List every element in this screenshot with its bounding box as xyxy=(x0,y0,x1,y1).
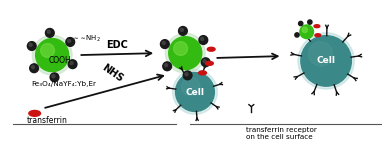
Circle shape xyxy=(68,39,71,42)
Text: Cell: Cell xyxy=(317,56,336,65)
Circle shape xyxy=(298,21,303,26)
Circle shape xyxy=(178,26,187,35)
Circle shape xyxy=(298,33,354,89)
Circle shape xyxy=(203,60,206,63)
Circle shape xyxy=(30,64,38,73)
Circle shape xyxy=(162,41,165,44)
Text: Fe₃O₄/NaYF₄:Yb,Er: Fe₃O₄/NaYF₄:Yb,Er xyxy=(31,81,96,87)
Circle shape xyxy=(295,33,299,37)
Circle shape xyxy=(66,38,74,46)
Ellipse shape xyxy=(207,47,215,51)
Circle shape xyxy=(301,36,352,86)
Circle shape xyxy=(169,37,202,70)
Circle shape xyxy=(52,75,55,78)
Circle shape xyxy=(31,66,35,69)
Circle shape xyxy=(163,62,171,71)
Ellipse shape xyxy=(315,34,321,37)
Circle shape xyxy=(50,73,59,82)
Circle shape xyxy=(175,73,215,111)
Text: EDC: EDC xyxy=(106,40,128,50)
Text: transferrin receptor
on the cell surface: transferrin receptor on the cell surface xyxy=(246,127,317,141)
Circle shape xyxy=(201,37,204,40)
Circle shape xyxy=(32,35,72,75)
Circle shape xyxy=(181,77,200,96)
Circle shape xyxy=(302,27,307,33)
Ellipse shape xyxy=(199,71,206,75)
Circle shape xyxy=(183,71,192,80)
Circle shape xyxy=(36,39,69,72)
Circle shape xyxy=(185,73,188,76)
Circle shape xyxy=(201,58,210,67)
Text: Cell: Cell xyxy=(185,88,204,96)
Circle shape xyxy=(29,43,32,47)
Circle shape xyxy=(70,62,73,65)
Circle shape xyxy=(199,36,208,44)
Circle shape xyxy=(308,42,333,66)
Circle shape xyxy=(68,60,77,69)
Text: COOH: COOH xyxy=(48,56,71,65)
Circle shape xyxy=(300,25,314,39)
Circle shape xyxy=(161,40,169,48)
Circle shape xyxy=(173,70,217,114)
Circle shape xyxy=(165,33,205,73)
Ellipse shape xyxy=(206,61,213,65)
Circle shape xyxy=(41,43,54,57)
Circle shape xyxy=(45,29,54,37)
Circle shape xyxy=(180,28,184,31)
Text: NHS: NHS xyxy=(100,63,125,84)
Circle shape xyxy=(308,20,312,24)
Circle shape xyxy=(47,30,50,33)
Circle shape xyxy=(165,64,168,67)
Circle shape xyxy=(28,42,36,50)
Text: $\mathtt{\sim\sim\sim}$NH$_2$: $\mathtt{\sim\sim\sim}$NH$_2$ xyxy=(65,34,100,44)
Circle shape xyxy=(174,42,187,55)
Ellipse shape xyxy=(314,25,320,28)
Text: transferrin: transferrin xyxy=(27,116,68,125)
Ellipse shape xyxy=(29,110,40,116)
